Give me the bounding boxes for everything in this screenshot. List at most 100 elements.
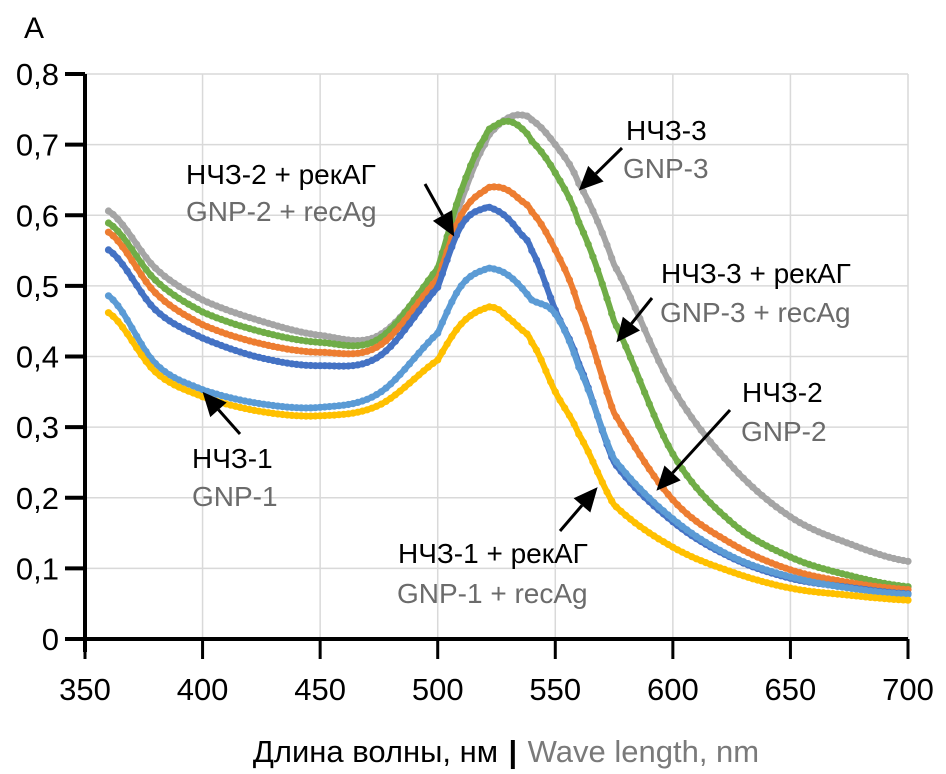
data-point — [429, 289, 437, 297]
annotation-arrow-head — [616, 316, 641, 343]
data-point — [692, 484, 701, 492]
data-point — [565, 276, 574, 284]
y-tick-label: 0,7 — [16, 128, 59, 163]
data-point — [415, 307, 423, 315]
data-point — [612, 503, 621, 511]
data-point — [123, 330, 131, 338]
data-point — [137, 259, 145, 267]
data-point — [133, 264, 141, 272]
data-point — [556, 177, 564, 185]
data-point — [128, 234, 136, 242]
data-point — [415, 349, 423, 357]
data-point — [641, 325, 649, 333]
data-point — [603, 488, 611, 496]
data-point — [452, 289, 461, 297]
data-point — [396, 332, 404, 340]
data-point — [904, 557, 912, 565]
data-point — [669, 450, 677, 458]
data-point — [542, 281, 550, 289]
x-axis-label-separator: | — [509, 734, 518, 769]
data-point — [128, 257, 136, 265]
data-point — [650, 498, 658, 507]
x-axis-label-ru: Длина волны, нм — [253, 734, 498, 769]
data-point — [697, 426, 705, 434]
data-point — [706, 438, 715, 446]
y-ticks: 0 0,1 0,2 0,3 0,4 0,5 0,6 0,7 0,8 — [16, 57, 85, 657]
data-point — [603, 294, 611, 303]
data-point — [109, 312, 117, 320]
y-tick-label: 0,3 — [16, 410, 59, 445]
data-point — [504, 215, 512, 223]
data-point — [509, 275, 517, 283]
data-point — [617, 421, 625, 429]
data-point — [114, 317, 122, 325]
data-point — [151, 306, 160, 314]
data-point — [471, 151, 479, 159]
data-point — [669, 496, 677, 504]
y-tick-label: 0,8 — [16, 57, 59, 92]
data-point — [537, 220, 545, 228]
data-point — [579, 188, 588, 196]
data-point — [448, 332, 456, 341]
data-point — [518, 125, 527, 133]
data-point — [147, 284, 155, 292]
data-point — [655, 422, 663, 430]
data-point — [589, 207, 597, 215]
data-point — [575, 363, 583, 371]
data-point — [570, 349, 578, 357]
data-point — [133, 281, 141, 289]
x-tick-label: 600 — [647, 672, 699, 707]
data-point — [598, 478, 606, 486]
data-point — [664, 441, 672, 449]
data-point — [721, 454, 729, 462]
data-point — [443, 340, 451, 348]
x-tick-label: 550 — [529, 672, 581, 707]
data-point — [467, 197, 475, 206]
data-point — [123, 227, 131, 235]
data-point — [151, 368, 160, 376]
data-point — [151, 264, 160, 272]
data-point — [579, 438, 588, 446]
data-point — [128, 337, 136, 345]
data-point — [608, 402, 616, 410]
data-point — [626, 354, 635, 362]
data-point — [594, 358, 602, 366]
data-point — [669, 384, 677, 392]
y-tick-label: 0,5 — [16, 269, 59, 304]
x-axis-label-en: Wave length, nm — [528, 734, 759, 769]
x-axis-label: Длина волны, нм | Wave length, nm — [253, 734, 759, 769]
data-point — [448, 243, 456, 251]
y-tick-label: 0 — [42, 622, 59, 657]
annotation-arrow-head — [573, 487, 598, 513]
x-ticks: 350 400 450 500 550 600 650 700 — [59, 639, 934, 707]
data-point — [636, 377, 644, 385]
data-point — [674, 501, 682, 509]
data-point — [448, 298, 456, 306]
data-point — [382, 337, 390, 345]
data-point — [565, 411, 574, 420]
data-point — [551, 246, 559, 254]
data-point — [631, 443, 639, 452]
data-point — [598, 229, 606, 237]
data-point — [683, 472, 691, 480]
y-tick-label: 0,4 — [16, 340, 59, 375]
data-point — [584, 197, 592, 205]
data-point — [702, 494, 710, 502]
data-point — [500, 309, 508, 317]
data-point — [114, 237, 122, 245]
data-point — [622, 469, 630, 477]
data-point — [655, 503, 663, 511]
data-point — [579, 315, 588, 323]
data-point — [631, 304, 639, 312]
data-point — [514, 322, 522, 330]
data-point — [645, 494, 653, 502]
data-point — [655, 357, 663, 365]
data-point — [739, 474, 748, 482]
data-point — [626, 436, 635, 444]
data-point — [659, 507, 668, 515]
data-point — [457, 186, 465, 195]
data-point — [556, 396, 564, 404]
data-point — [561, 185, 569, 193]
data-point — [537, 124, 545, 132]
